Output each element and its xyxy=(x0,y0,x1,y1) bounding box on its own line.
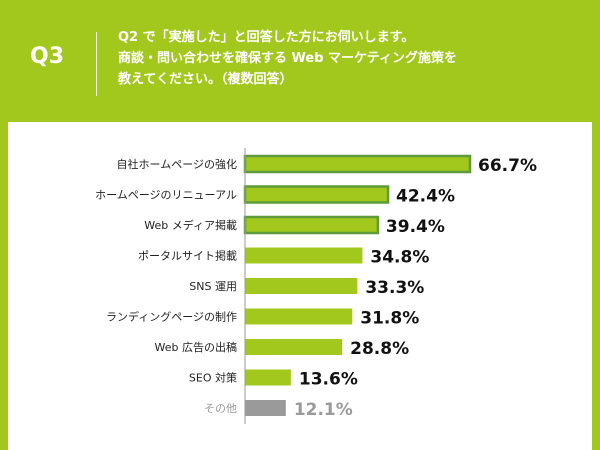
value-label: 12.1% xyxy=(294,400,353,420)
bar xyxy=(245,308,353,325)
category-label: その他 xyxy=(204,402,237,415)
value-label: 28.8% xyxy=(350,339,409,359)
question-text: Q2 で「実施した」と回答した方にお伺いします。 商談・問い合わせを確保する W… xyxy=(118,27,588,90)
category-label: Web 広告の出稿 xyxy=(155,340,237,354)
value-label: 66.7% xyxy=(478,156,537,176)
category-label: SNS 運用 xyxy=(189,280,237,293)
bar xyxy=(245,278,358,294)
bar-chart: 自社ホームページの強化 66.7% ホームページのリニューアル 42.4% Web メデ… xyxy=(95,148,537,424)
bar xyxy=(245,369,291,386)
bar xyxy=(245,400,286,416)
category-label: ランディングページの制作 xyxy=(106,310,237,324)
bar xyxy=(243,185,390,204)
value-label: 31.8% xyxy=(360,309,419,329)
question-header: Q3 Q2 で「実施した」と回答した方にお伺いします。 商談・問い合わせを確保す… xyxy=(0,0,600,116)
question-line-2: 商談・問い合わせを確保する Web マーケティング施策を xyxy=(118,51,458,66)
question-number: Q3 xyxy=(30,44,65,69)
value-label: 42.4% xyxy=(396,187,455,207)
bar xyxy=(245,339,343,355)
category-label: ホームページのリニューアル xyxy=(95,189,237,202)
value-label: 33.3% xyxy=(365,278,424,298)
bar xyxy=(243,154,472,174)
category-label: SEO 対策 xyxy=(189,371,237,385)
category-label: ポータルサイト掲載 xyxy=(138,249,237,263)
question-line-3: 教えてください。（複数回答） xyxy=(118,72,293,87)
chart-panel: 自社ホームページの強化 66.7% ホームページのリニューアル 42.4% Web メデ… xyxy=(8,122,592,450)
value-label: 34.8% xyxy=(370,248,429,268)
value-label: 13.6% xyxy=(299,370,358,390)
header-divider xyxy=(96,32,97,96)
question-line-1: Q2 で「実施した」と回答した方にお伺いします。 xyxy=(118,30,415,45)
bar xyxy=(245,247,363,264)
category-label: Web メディア掲載 xyxy=(144,218,237,232)
category-label: 自社ホームページの強化 xyxy=(117,157,237,171)
bar xyxy=(243,215,380,235)
value-label: 39.4% xyxy=(386,217,445,237)
